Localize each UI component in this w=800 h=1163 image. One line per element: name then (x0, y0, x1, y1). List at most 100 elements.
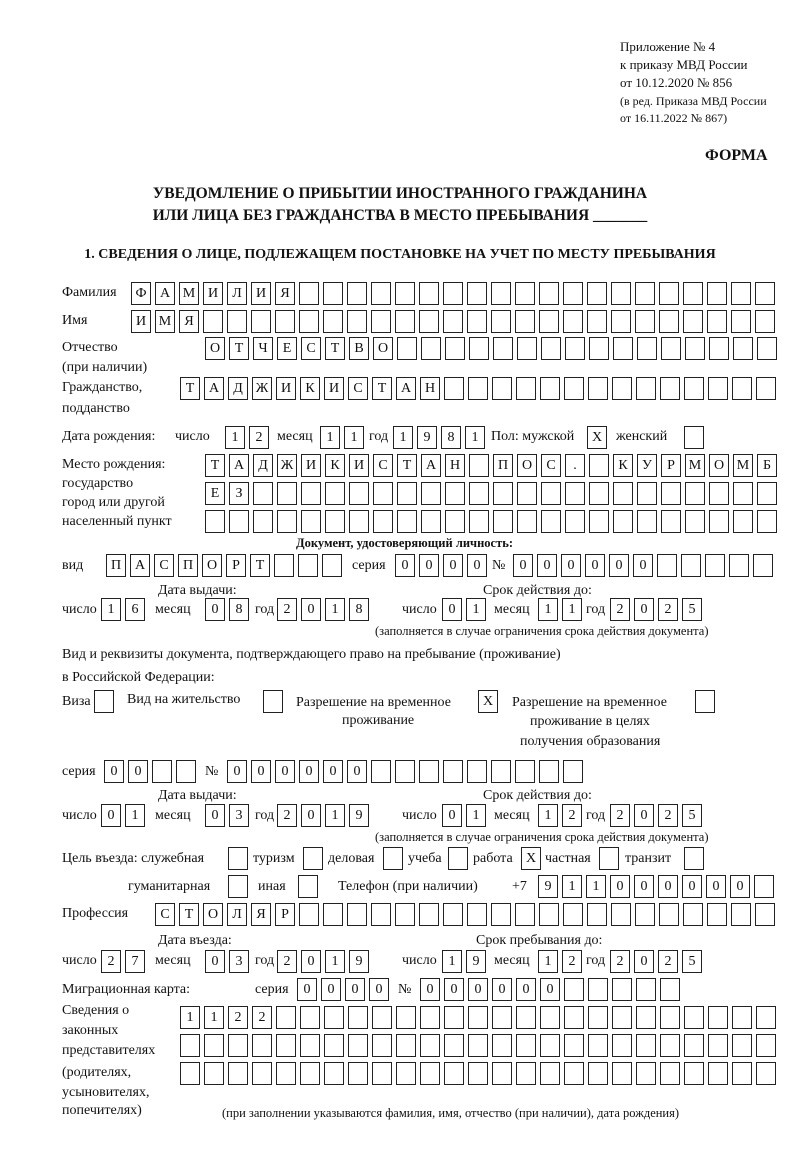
char-box[interactable] (685, 482, 705, 505)
char-box[interactable]: . (565, 454, 585, 477)
char-box[interactable] (445, 510, 465, 533)
char-box[interactable] (540, 1034, 560, 1057)
char-box[interactable] (349, 482, 369, 505)
char-box[interactable] (203, 310, 223, 333)
char-box[interactable] (684, 1062, 704, 1085)
char-box[interactable] (395, 903, 415, 926)
char-box[interactable]: 1 (562, 875, 582, 898)
char-box[interactable]: А (204, 377, 224, 400)
char-box[interactable]: Ж (277, 454, 297, 477)
char-box[interactable] (685, 510, 705, 533)
char-box[interactable]: 0 (227, 760, 247, 783)
char-box[interactable]: А (396, 377, 416, 400)
char-box[interactable] (277, 510, 297, 533)
char-box[interactable]: О (205, 337, 225, 360)
char-box[interactable] (660, 978, 680, 1001)
char-box[interactable] (397, 510, 417, 533)
char-box[interactable]: 1 (538, 804, 558, 827)
char-box[interactable] (635, 282, 655, 305)
char-box[interactable]: Т (180, 377, 200, 400)
char-box[interactable] (253, 510, 273, 533)
char-box[interactable] (539, 760, 559, 783)
char-box[interactable] (301, 482, 321, 505)
char-box[interactable]: 1 (320, 426, 340, 449)
char-box[interactable]: 5 (682, 804, 702, 827)
char-box[interactable]: Т (325, 337, 345, 360)
char-box[interactable]: 0 (297, 978, 317, 1001)
char-box[interactable] (732, 377, 752, 400)
char-box[interactable] (756, 1006, 776, 1029)
char-box[interactable]: Я (179, 310, 199, 333)
char-box[interactable] (325, 510, 345, 533)
char-box[interactable]: 0 (634, 875, 654, 898)
char-box[interactable] (564, 1034, 584, 1057)
char-box[interactable] (492, 1034, 512, 1057)
char-box[interactable] (563, 760, 583, 783)
char-box[interactable] (180, 1034, 200, 1057)
char-box[interactable] (176, 760, 196, 783)
char-box[interactable]: Д (253, 454, 273, 477)
char-box[interactable] (707, 903, 727, 926)
field-p-private[interactable] (599, 847, 619, 870)
char-box[interactable] (371, 903, 391, 926)
char-box[interactable]: Б (757, 454, 777, 477)
char-box[interactable] (756, 377, 776, 400)
char-box[interactable] (516, 1034, 536, 1057)
char-box[interactable]: И (301, 454, 321, 477)
char-box[interactable] (516, 1006, 536, 1029)
char-box[interactable] (274, 554, 294, 577)
char-box[interactable] (469, 510, 489, 533)
char-box[interactable] (493, 337, 513, 360)
char-box[interactable] (420, 1034, 440, 1057)
char-box[interactable] (587, 903, 607, 926)
char-box[interactable] (444, 1034, 464, 1057)
char-box[interactable] (564, 1006, 584, 1029)
field-p-transit[interactable] (684, 847, 704, 870)
char-box[interactable]: Р (226, 554, 246, 577)
char-box[interactable] (565, 510, 585, 533)
char-box[interactable]: Ж (252, 377, 272, 400)
char-box[interactable] (421, 482, 441, 505)
char-box[interactable]: 0 (537, 554, 557, 577)
char-box[interactable]: Е (205, 482, 225, 505)
char-box[interactable]: 1 (225, 426, 245, 449)
char-box[interactable] (468, 1034, 488, 1057)
char-box[interactable] (565, 482, 585, 505)
char-box[interactable] (491, 903, 511, 926)
char-box[interactable] (612, 1006, 632, 1029)
char-box[interactable]: С (541, 454, 561, 477)
char-box[interactable]: 0 (442, 804, 462, 827)
char-box[interactable]: Л (227, 282, 247, 305)
char-box[interactable]: 3 (229, 950, 249, 973)
char-box[interactable]: П (493, 454, 513, 477)
char-box[interactable] (395, 282, 415, 305)
char-box[interactable]: И (276, 377, 296, 400)
char-box[interactable] (443, 282, 463, 305)
char-box[interactable] (229, 510, 249, 533)
char-box[interactable] (732, 1006, 752, 1029)
char-box[interactable]: 0 (634, 598, 654, 621)
char-box[interactable]: Т (372, 377, 392, 400)
char-box[interactable] (681, 554, 701, 577)
char-box[interactable] (709, 337, 729, 360)
char-box[interactable] (469, 454, 489, 477)
char-box[interactable]: У (637, 454, 657, 477)
char-box[interactable] (660, 1006, 680, 1029)
field-visa[interactable] (94, 690, 114, 713)
char-box[interactable]: 0 (251, 760, 271, 783)
char-box[interactable]: 0 (299, 760, 319, 783)
char-box[interactable] (563, 903, 583, 926)
char-box[interactable] (349, 510, 369, 533)
char-box[interactable] (253, 482, 273, 505)
char-box[interactable] (589, 510, 609, 533)
char-box[interactable] (252, 1062, 272, 1085)
char-box[interactable] (635, 903, 655, 926)
char-box[interactable] (708, 1006, 728, 1029)
